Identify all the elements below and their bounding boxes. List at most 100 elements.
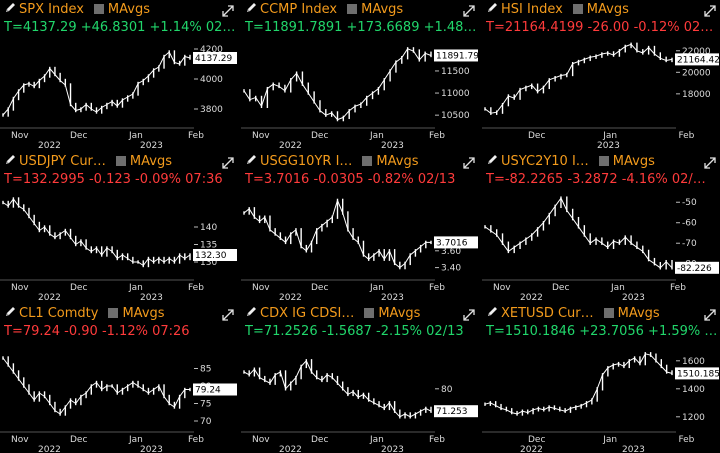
chart-panel[interactable]: USYC2Y10 I… MAvgs T=-82.2265 -3.2872 -4.16… <box>482 152 720 301</box>
mavgs-checkbox[interactable] <box>603 308 614 318</box>
pencil-icon[interactable] <box>486 306 498 318</box>
panel-header: SPX Index MAvgs <box>4 1 236 18</box>
mavgs-label[interactable]: MAvgs <box>129 154 172 169</box>
x-tick-label: Feb <box>429 131 445 141</box>
quote-line: T=3.7016 -0.0305 -0.82% 02/13 <box>245 172 456 187</box>
chart-panel[interactable]: CL1 Comdty MAvgs T=79.24 -0.90 -1.12% 07:2… <box>0 304 238 453</box>
last-price-marker <box>675 261 719 274</box>
mavgs-label[interactable]: MAvgs <box>107 2 150 17</box>
y-tick-label: 80 <box>441 385 453 395</box>
expand-icon[interactable] <box>704 2 716 17</box>
year-label: 2022 <box>38 445 61 453</box>
quote-line: T=79.24 -0.90 -1.12% 07:26 <box>4 324 190 339</box>
security-title[interactable]: CL1 Comdty <box>19 306 99 321</box>
x-tick-label: Feb <box>188 283 204 293</box>
chart-panel[interactable]: CDX IG CDSI… MAvgs T=71.2526 -1.5687 -2.15… <box>241 304 479 453</box>
security-title[interactable]: CDX IG CDSI… <box>260 306 355 321</box>
panel-header: USDJPY Cur… MAvgs <box>4 153 236 170</box>
security-title[interactable]: SPX Index <box>19 2 84 17</box>
last-price-label: -82.226 <box>677 264 712 274</box>
mavgs-label[interactable]: MAvgs <box>378 306 421 321</box>
mavgs-checkbox[interactable] <box>115 156 126 166</box>
x-tick-label: Feb <box>429 283 445 293</box>
x-tick-label: Feb <box>188 131 204 141</box>
price-line <box>2 198 191 267</box>
security-title[interactable]: USGG10YR I… <box>260 154 353 169</box>
pencil-icon[interactable] <box>4 2 16 14</box>
price-chart: 3.60 3.40 3.7016 Nov Dec Jan Feb 2022 2023 <box>241 198 478 301</box>
mavgs-label[interactable]: MAvgs <box>617 306 660 321</box>
panel-header: CDX IG CDSI… MAvgs <box>245 305 477 322</box>
pencil-icon[interactable] <box>486 2 498 14</box>
mavgs-checkbox[interactable] <box>108 308 119 318</box>
x-tick-label: Jan <box>128 435 143 445</box>
last-price-marker <box>675 53 719 66</box>
mavgs-checkbox[interactable] <box>572 4 583 14</box>
expand-icon[interactable] <box>222 306 234 321</box>
mavgs-checkbox[interactable] <box>362 156 373 166</box>
security-title[interactable]: USDJPY Cur… <box>19 154 106 169</box>
year-label: 2023 <box>622 445 645 453</box>
security-title[interactable]: CCMP Index <box>260 2 338 17</box>
mavgs-checkbox[interactable] <box>364 308 375 318</box>
panel-header: XETUSD Cur… MAvgs <box>486 305 718 322</box>
security-title[interactable]: XETUSD Cur… <box>501 306 594 321</box>
expand-icon[interactable] <box>222 154 234 169</box>
mavgs-label[interactable]: MAvgs <box>361 2 404 17</box>
quote-line: T=21164.4199 -26.00 -0.12% 02… <box>486 20 714 35</box>
mavgs-checkbox[interactable] <box>347 4 358 14</box>
chart-panel[interactable]: XETUSD Cur… MAvgs T=1510.1846 +23.7056 +1.… <box>482 304 720 453</box>
pencil-icon[interactable] <box>486 154 498 166</box>
panel-header: CCMP Index MAvgs <box>245 1 477 18</box>
y-tick-label: 130 <box>200 258 217 268</box>
last-price-label: 21164.42 <box>677 55 720 65</box>
last-price-label: 3.7016 <box>436 238 468 248</box>
year-label: 2023 <box>597 141 620 149</box>
expand-icon[interactable] <box>463 306 475 321</box>
last-price-label: 79.24 <box>195 386 221 396</box>
y-tick-label: 70 <box>200 417 212 427</box>
pencil-icon[interactable] <box>245 154 257 166</box>
x-tick-label: Nov <box>252 435 270 445</box>
expand-icon[interactable] <box>463 154 475 169</box>
mavgs-label[interactable]: MAvgs <box>586 2 629 17</box>
x-tick-label: Jan <box>369 283 384 293</box>
expand-icon[interactable] <box>463 2 475 17</box>
y-tick-label: 3.60 <box>441 247 461 257</box>
pencil-icon[interactable] <box>245 306 257 318</box>
security-title[interactable]: USYC2Y10 I… <box>501 154 589 169</box>
security-title[interactable]: HSI Index <box>501 2 563 17</box>
expand-icon[interactable] <box>704 154 716 169</box>
chart-panel[interactable]: USDJPY Cur… MAvgs T=132.2995 -0.123 -0.09%… <box>0 152 238 301</box>
panel-header: CL1 Comdty MAvgs <box>4 305 236 322</box>
mavgs-checkbox[interactable] <box>598 156 609 166</box>
mavgs-label[interactable]: MAvgs <box>122 306 165 321</box>
mavgs-label[interactable]: MAvgs <box>612 154 655 169</box>
chart-panel[interactable]: CCMP Index MAvgs T=11891.7891 +173.6689 +1… <box>241 0 479 149</box>
last-price-marker <box>675 367 719 380</box>
panel-header: USGG10YR I… MAvgs <box>245 153 477 170</box>
quote-line: T=4137.29 +46.8301 +1.14% 02… <box>4 20 236 35</box>
y-tick-label: 4200 <box>200 45 223 55</box>
mavgs-label[interactable]: MAvgs <box>376 154 419 169</box>
year-label: 2022 <box>279 445 302 453</box>
y-tick-label: 140 <box>200 223 217 233</box>
last-price-marker <box>434 405 478 418</box>
x-tick-label: Dec <box>311 283 328 293</box>
pencil-icon[interactable] <box>4 154 16 166</box>
pencil-icon[interactable] <box>4 306 16 318</box>
mavgs-checkbox[interactable] <box>93 4 104 14</box>
chart-panel[interactable]: USGG10YR I… MAvgs T=3.7016 -0.0305 -0.82% … <box>241 152 479 301</box>
chart-panel[interactable]: HSI Index MAvgs T=21164.4199 -26.00 -0.12%… <box>482 0 720 149</box>
expand-icon[interactable] <box>222 2 234 17</box>
quote-line: T=11891.7891 +173.6689 +1.48… <box>245 20 477 35</box>
expand-icon[interactable] <box>704 306 716 321</box>
pencil-icon[interactable] <box>245 2 257 14</box>
y-tick-label: 18000 <box>682 90 711 100</box>
quote-line: T=132.2995 -0.123 -0.09% 07:36 <box>4 172 223 187</box>
last-price-label: 11891.79 <box>436 51 479 61</box>
chart-panel[interactable]: SPX Index MAvgs T=4137.29 +46.8301 +1.14% … <box>0 0 238 149</box>
year-label: 2023 <box>381 293 404 301</box>
y-tick-label: 11500 <box>441 67 470 77</box>
